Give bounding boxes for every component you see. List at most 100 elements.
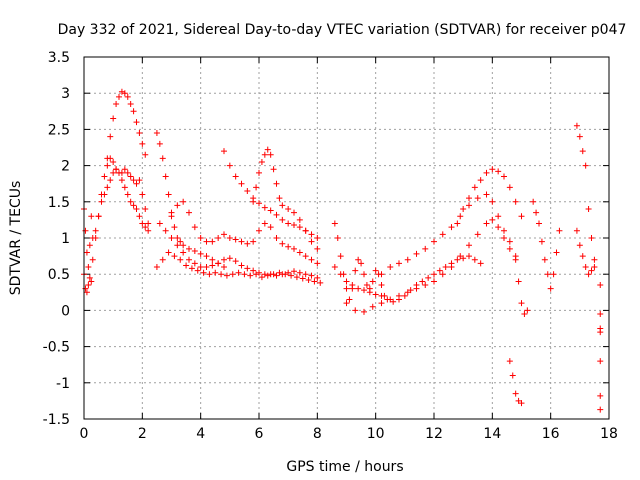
- data-point: [466, 253, 472, 260]
- data-point: [86, 274, 93, 281]
- data-point: [337, 271, 344, 278]
- data-point: [221, 231, 227, 238]
- data-point: [180, 249, 187, 256]
- data-point: [573, 122, 580, 129]
- data-point: [547, 285, 554, 292]
- data-point: [349, 282, 356, 289]
- data-point: [358, 260, 365, 267]
- data-point: [296, 224, 303, 231]
- data-point: [518, 300, 525, 307]
- data-point: [153, 263, 160, 270]
- data-point: [113, 166, 120, 173]
- data-point: [218, 271, 225, 278]
- series-arc-h: [156, 220, 321, 281]
- data-point: [110, 158, 117, 165]
- data-point: [343, 285, 350, 292]
- data-point: [261, 204, 268, 211]
- data-point: [331, 220, 338, 227]
- data-point: [431, 278, 437, 285]
- data-point: [183, 262, 190, 269]
- data-point: [477, 260, 484, 267]
- data-point: [296, 216, 303, 223]
- data-point: [180, 242, 187, 249]
- y-tick-label: 3: [61, 86, 70, 102]
- series-arc-v: [597, 282, 604, 413]
- data-point: [431, 271, 437, 278]
- data-point: [291, 268, 297, 275]
- data-point: [127, 198, 134, 205]
- data-point: [457, 253, 464, 260]
- y-tick-label: -1: [56, 376, 70, 392]
- data-point: [264, 272, 271, 279]
- data-point: [174, 235, 181, 241]
- data-point: [460, 206, 467, 213]
- data-point: [474, 231, 481, 238]
- data-point: [291, 245, 297, 252]
- data-point: [276, 269, 283, 276]
- data-point: [253, 271, 260, 278]
- data-point: [139, 191, 146, 198]
- data-point: [573, 227, 580, 234]
- series-arc-i: [168, 198, 321, 267]
- data-point: [439, 271, 446, 278]
- y-tick-label: 2.5: [48, 122, 70, 138]
- data-point: [541, 256, 548, 263]
- tick-labels: 0 2 4 6 8 10 12 14 16 18 -1.5 -1 -0.5 0 0.5 1 1.5 2 2.5 3 3.…: [43, 50, 618, 442]
- data-point: [250, 238, 257, 245]
- data-point: [232, 258, 239, 265]
- data-point: [352, 267, 359, 274]
- data-point: [221, 148, 227, 155]
- series-arc-f: [153, 130, 227, 270]
- data-point: [194, 267, 201, 274]
- data-point: [355, 256, 362, 263]
- data-point: [576, 133, 583, 140]
- data-point: [244, 240, 251, 247]
- data-point: [439, 231, 446, 238]
- data-point: [244, 187, 251, 194]
- data-point: [442, 263, 449, 270]
- data-point: [285, 243, 292, 250]
- data-point: [215, 260, 222, 267]
- data-point: [337, 253, 344, 260]
- data-point: [285, 206, 292, 213]
- data-point: [378, 282, 385, 289]
- data-point: [521, 311, 528, 318]
- series-arc-n: [343, 216, 513, 315]
- x-tick-label: 18: [600, 426, 618, 442]
- data-point: [448, 224, 455, 231]
- x-tick-label: 6: [255, 426, 264, 442]
- data-point: [165, 249, 172, 256]
- data-point: [279, 202, 286, 209]
- data-point: [98, 198, 105, 205]
- data-point: [352, 307, 359, 314]
- data-point: [597, 358, 604, 365]
- data-point: [136, 213, 143, 220]
- series-arc-r: [506, 358, 525, 407]
- data-point: [127, 173, 134, 180]
- data-point: [302, 253, 309, 260]
- data-point: [101, 191, 108, 198]
- series-arc-p: [454, 166, 525, 227]
- data-point: [133, 180, 140, 187]
- y-tick-label: -0.5: [43, 340, 70, 356]
- data-point: [396, 260, 402, 267]
- data-point: [232, 173, 239, 180]
- x-axis-label: GPS time / hours: [286, 459, 403, 475]
- data-point: [471, 256, 478, 263]
- data-point: [130, 202, 137, 209]
- data-point: [174, 242, 181, 249]
- data-point: [186, 256, 192, 263]
- data-point: [127, 101, 134, 108]
- data-point: [162, 227, 169, 234]
- data-point: [244, 265, 251, 272]
- data-point: [215, 235, 222, 241]
- series-arc-t: [573, 122, 598, 270]
- data-point: [110, 115, 117, 122]
- data-point: [506, 184, 513, 191]
- data-point: [311, 278, 318, 285]
- data-point: [153, 130, 160, 137]
- data-point: [250, 267, 257, 274]
- x-tick-label: 8: [313, 426, 322, 442]
- data-point: [544, 271, 551, 278]
- data-point: [524, 307, 531, 314]
